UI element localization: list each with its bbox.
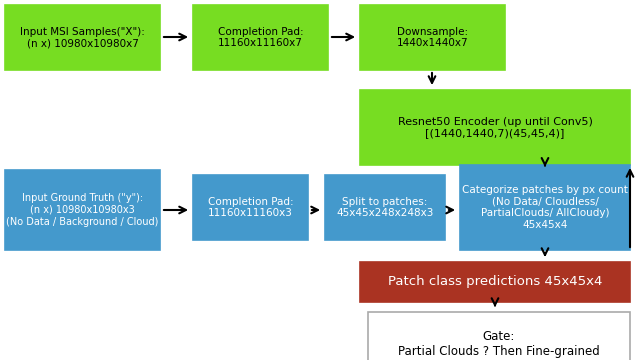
Text: Categorize patches by px count
(No Data/ Cloudless/
PartialClouds/ AllCloudy)
45: Categorize patches by px count (No Data/… (462, 185, 628, 230)
FancyBboxPatch shape (368, 312, 630, 360)
FancyBboxPatch shape (360, 90, 630, 165)
FancyBboxPatch shape (360, 5, 505, 70)
Text: Input Ground Truth ("y"):
(n x) 10980x10980x3
(No Data / Background / Cloud): Input Ground Truth ("y"): (n x) 10980x10… (6, 193, 159, 226)
FancyBboxPatch shape (325, 175, 445, 240)
Text: Completion Pad:
11160x11160x3: Completion Pad: 11160x11160x3 (208, 197, 293, 218)
Text: Input MSI Samples("X"):
(n x) 10980x10980x7: Input MSI Samples("X"): (n x) 10980x1098… (20, 27, 145, 48)
FancyBboxPatch shape (360, 262, 630, 302)
Text: Completion Pad:
11160x11160x7: Completion Pad: 11160x11160x7 (218, 27, 303, 48)
FancyBboxPatch shape (5, 5, 160, 70)
FancyBboxPatch shape (193, 5, 328, 70)
Text: Resnet50 Encoder (up until Conv5)
[(1440,1440,7)(45,45,4)]: Resnet50 Encoder (up until Conv5) [(1440… (397, 117, 593, 138)
Text: Split to patches:
45x45x248x248x3: Split to patches: 45x45x248x248x3 (336, 197, 434, 218)
Text: Patch class predictions 45x45x4: Patch class predictions 45x45x4 (388, 275, 602, 288)
FancyBboxPatch shape (5, 170, 160, 250)
FancyBboxPatch shape (460, 165, 630, 250)
Text: Gate:
Partial Clouds ? Then Fine-grained
Patch, else coarse prediction: Gate: Partial Clouds ? Then Fine-grained… (398, 330, 600, 360)
Text: Downsample:
1440x1440x7: Downsample: 1440x1440x7 (397, 27, 468, 48)
FancyBboxPatch shape (193, 175, 308, 240)
